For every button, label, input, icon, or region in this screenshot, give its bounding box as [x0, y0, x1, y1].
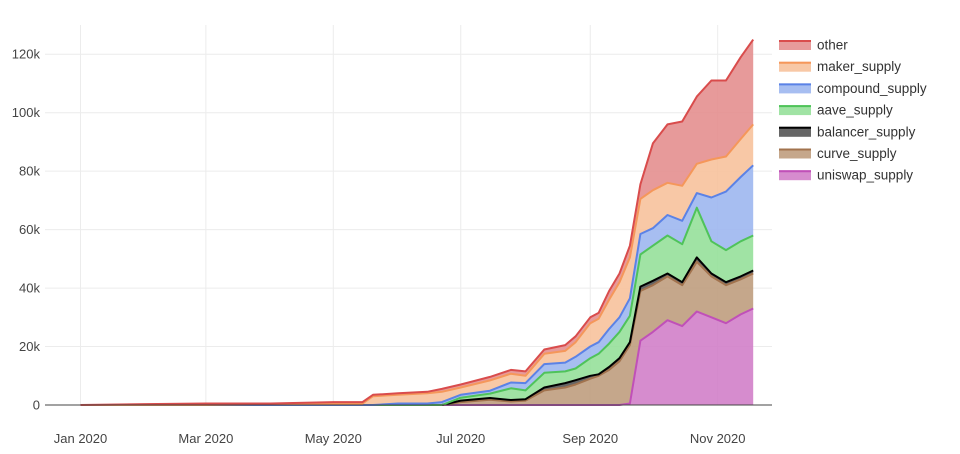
legend-swatch-compound_supply [779, 83, 811, 94]
legend-swatch-uniswap_supply [779, 170, 811, 181]
x-tick-label: May 2020 [305, 431, 362, 446]
legend-label-maker_supply: maker_supply [817, 59, 901, 74]
y-tick-label: 60k [19, 222, 40, 237]
legend-label-other: other [817, 38, 848, 53]
x-tick-label: Mar 2020 [178, 431, 233, 446]
x-tick-label: Nov 2020 [690, 431, 746, 446]
legend-label-balancer_supply: balancer_supply [817, 124, 916, 139]
legend-swatch-balancer_supply [779, 126, 811, 137]
legend-label-compound_supply: compound_supply [817, 81, 927, 96]
legend-swatch-curve_supply [779, 148, 811, 159]
legend-label-uniswap_supply: uniswap_supply [817, 168, 913, 183]
y-tick-label: 80k [19, 164, 40, 179]
legend-swatch-aave_supply [779, 105, 811, 116]
y-tick-label: 0 [33, 398, 40, 413]
area-maker_supply [80, 124, 754, 406]
area-uniswap_supply [80, 308, 754, 405]
y-tick-label: 20k [19, 339, 40, 354]
x-tick-label: Jul 2020 [436, 431, 485, 446]
y-tick-label: 40k [19, 281, 40, 296]
x-tick-label: Sep 2020 [562, 431, 618, 446]
legend-label-aave_supply: aave_supply [817, 103, 893, 118]
legend-swatch-other [779, 40, 811, 50]
y-tick-label: 120k [12, 47, 41, 62]
legend-label-curve_supply: curve_supply [817, 146, 897, 161]
x-tick-label: Jan 2020 [54, 431, 108, 446]
y-tick-label: 100k [12, 105, 41, 120]
line-maker_supply [80, 123, 754, 406]
legend-swatch-maker_supply [779, 61, 811, 72]
line-other [80, 39, 755, 406]
